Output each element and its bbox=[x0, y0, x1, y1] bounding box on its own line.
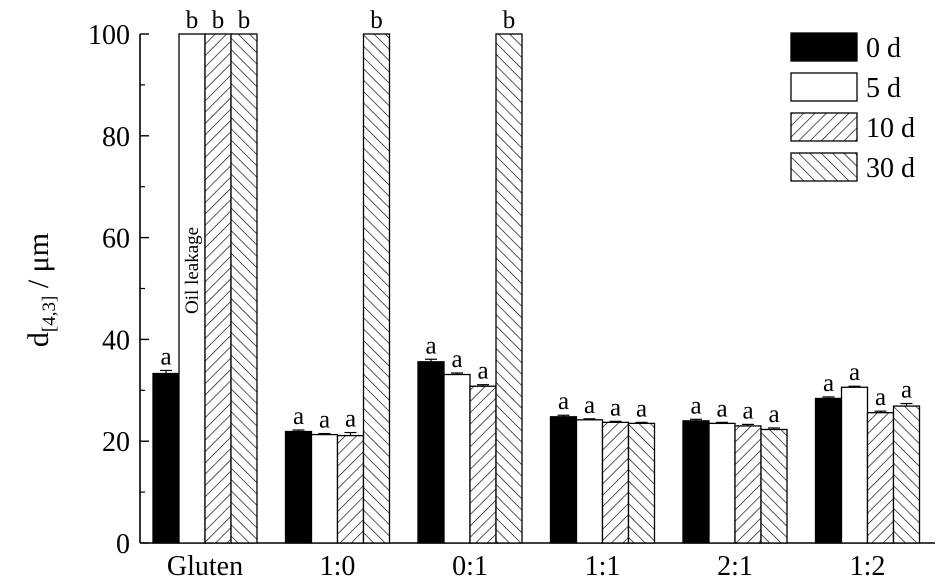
significance-label: a bbox=[160, 343, 171, 370]
significance-label: b bbox=[186, 7, 199, 34]
bar bbox=[549, 416, 578, 544]
y-tick-label: 100 bbox=[88, 20, 130, 51]
bar bbox=[575, 419, 604, 544]
significance-label: a bbox=[477, 358, 488, 385]
bar bbox=[814, 397, 843, 544]
legend-label: 0 d bbox=[866, 33, 901, 64]
legend-swatch bbox=[790, 112, 858, 142]
legend: 0 d 5 d 10 d 30 d bbox=[790, 32, 915, 184]
bar bbox=[152, 372, 180, 544]
y-axis: 0 20 40 60 80 100 bbox=[88, 20, 149, 560]
bar-series-group bbox=[152, 33, 921, 544]
significance-label: a bbox=[319, 407, 330, 434]
x-tick-label: Gluten bbox=[167, 551, 243, 580]
y-axis-label: d[4,3] / μm bbox=[22, 233, 60, 347]
bar bbox=[469, 385, 497, 544]
bar bbox=[601, 421, 630, 544]
significance-label: a bbox=[345, 406, 356, 433]
significance-label: a bbox=[451, 346, 462, 373]
bar bbox=[204, 33, 232, 544]
x-tick-label: 0:1 bbox=[452, 551, 488, 580]
bar bbox=[230, 33, 258, 544]
significance-label: b bbox=[370, 7, 383, 34]
significance-label: a bbox=[901, 377, 912, 404]
legend-swatch bbox=[790, 72, 858, 102]
annotations: Oil leakage bbox=[182, 227, 203, 314]
significance-label: a bbox=[425, 332, 436, 359]
bar bbox=[310, 433, 339, 544]
bar bbox=[760, 428, 788, 544]
significance-label: a bbox=[823, 370, 834, 397]
significance-label: a bbox=[584, 392, 595, 419]
significance-label: a bbox=[690, 392, 701, 419]
y-tick-label: 80 bbox=[102, 122, 130, 153]
legend-swatch bbox=[790, 152, 858, 182]
x-tick-label: 1:0 bbox=[320, 551, 356, 580]
significance-label: a bbox=[716, 395, 727, 422]
bar bbox=[495, 33, 523, 544]
y-tick-label: 40 bbox=[102, 325, 130, 356]
bar bbox=[362, 33, 391, 544]
y-tick-label: 20 bbox=[102, 427, 130, 458]
bar bbox=[708, 422, 736, 544]
bar bbox=[840, 386, 869, 544]
x-tick-label: 1:1 bbox=[585, 551, 621, 580]
significance-label: a bbox=[849, 359, 860, 386]
y-tick-label: 60 bbox=[102, 224, 130, 255]
bar bbox=[627, 422, 656, 544]
bar bbox=[682, 420, 710, 544]
x-tick-label: 1:2 bbox=[850, 551, 886, 580]
bar bbox=[892, 405, 921, 544]
significance-label: a bbox=[742, 397, 753, 424]
legend-label: 10 d bbox=[866, 113, 915, 144]
significance-label: b bbox=[212, 7, 225, 34]
bar bbox=[336, 434, 365, 544]
legend-label: 30 d bbox=[866, 153, 915, 184]
bar bbox=[284, 430, 313, 544]
bar bbox=[417, 361, 445, 544]
y-tick-label: 0 bbox=[116, 529, 130, 560]
oil-leakage-annotation: Oil leakage bbox=[182, 227, 203, 314]
bar bbox=[178, 33, 206, 544]
significance-label: a bbox=[610, 394, 621, 421]
significance-label: a bbox=[558, 388, 569, 415]
significance-label: b bbox=[238, 7, 251, 34]
x-axis: Gluten 1:0 0:1 1:1 2:1 1:2 bbox=[140, 542, 935, 580]
significance-label: a bbox=[636, 395, 647, 422]
bar bbox=[443, 373, 471, 544]
legend-label: 5 d bbox=[866, 73, 901, 104]
legend-swatch bbox=[790, 32, 858, 62]
significance-label: a bbox=[875, 384, 886, 411]
significance-label: a bbox=[768, 401, 779, 428]
significance-label: b bbox=[503, 7, 516, 34]
bar bbox=[866, 412, 895, 544]
x-tick-label: 2:1 bbox=[717, 551, 753, 580]
bar bbox=[734, 425, 762, 544]
significance-label: a bbox=[293, 403, 304, 430]
